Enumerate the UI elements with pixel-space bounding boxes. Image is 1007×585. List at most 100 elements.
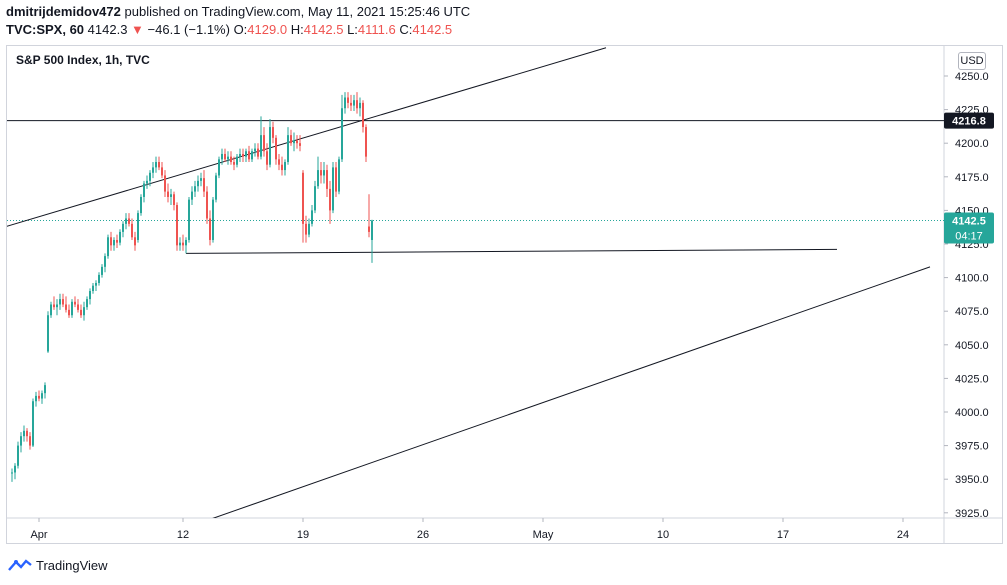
- candle-body: [218, 159, 220, 176]
- candle-body: [89, 291, 91, 300]
- y-tick-label: 4075.0: [955, 306, 989, 318]
- y-tick-label: 4175.0: [955, 172, 989, 184]
- candle-body: [308, 223, 310, 235]
- candle-body: [137, 213, 139, 240]
- brand-name: TradingView: [36, 558, 108, 573]
- candle-body: [44, 385, 46, 394]
- candle-body: [164, 175, 166, 192]
- candle-body: [197, 180, 199, 187]
- candle-body: [143, 183, 145, 197]
- high-label: H:: [290, 22, 304, 37]
- currency-button[interactable]: USD: [958, 52, 986, 70]
- candle-body: [347, 97, 349, 103]
- chart-panel: [6, 45, 1003, 544]
- candle-body: [23, 430, 25, 437]
- candle-body: [317, 170, 319, 187]
- candle-body: [170, 194, 172, 197]
- candle-body: [323, 170, 325, 176]
- candle-body: [110, 237, 112, 246]
- candle-body: [362, 102, 364, 128]
- candle-body: [248, 151, 250, 160]
- candle-body: [203, 178, 205, 192]
- y-tick-label: 3975.0: [955, 441, 989, 453]
- y-tick-label: 4100.0: [955, 273, 989, 285]
- candle-body: [281, 164, 283, 171]
- low-value: 4111.6: [357, 22, 396, 37]
- candle-body: [371, 220, 373, 240]
- author-name[interactable]: dmitrijdemidov472: [6, 4, 121, 19]
- candle-body: [182, 242, 184, 246]
- candle-body: [320, 170, 322, 176]
- candle-body: [20, 436, 22, 446]
- candle-body: [173, 194, 175, 206]
- open-value: 4129.0: [247, 22, 288, 37]
- candle-body: [221, 153, 223, 160]
- candle-body: [260, 135, 262, 157]
- candle-body: [290, 135, 292, 144]
- candle-body: [185, 239, 187, 246]
- candle-body: [68, 309, 70, 316]
- candle-body: [29, 436, 31, 446]
- candle-body: [53, 304, 55, 308]
- candle-body: [329, 188, 331, 211]
- trend-line-support: [185, 248, 838, 254]
- candle-body: [134, 237, 136, 246]
- candle-body: [146, 180, 148, 184]
- change-value: −46.1 (−1.1%): [147, 22, 230, 37]
- candle-body: [38, 395, 40, 399]
- candle-body: [344, 97, 346, 109]
- candle-body: [107, 237, 109, 257]
- candle-body: [119, 231, 121, 243]
- close-value: 4142.5: [412, 22, 453, 37]
- y-tick-label: 4050.0: [955, 340, 989, 352]
- candle-body: [215, 175, 217, 200]
- open-label: O:: [233, 22, 248, 37]
- candle-body: [293, 140, 295, 144]
- candle-body: [332, 167, 334, 211]
- candle-body: [254, 148, 256, 152]
- candle-body: [95, 282, 97, 286]
- candle-body: [65, 304, 67, 310]
- candle-body: [278, 159, 280, 165]
- candle-body: [41, 393, 43, 399]
- x-tick-label: 24: [897, 529, 909, 541]
- candle-body: [26, 430, 28, 437]
- candle-body: [128, 218, 130, 224]
- candle-body: [338, 159, 340, 192]
- candle-body: [116, 239, 118, 243]
- footer-brand[interactable]: TradingView: [8, 558, 108, 573]
- candle-body: [131, 223, 133, 238]
- x-tick-label: May: [533, 529, 554, 541]
- candle-body: [32, 401, 34, 446]
- candle-body: [335, 167, 337, 192]
- candle-body: [242, 153, 244, 157]
- candle-body: [314, 186, 316, 211]
- candle-body: [206, 191, 208, 219]
- candle-body: [341, 108, 343, 160]
- candle-body: [209, 218, 211, 240]
- low-label: L:: [347, 22, 358, 37]
- candle-body: [98, 274, 100, 283]
- candle-body: [56, 304, 58, 308]
- candle-body: [17, 445, 19, 466]
- candle-body: [299, 143, 301, 146]
- candle-body: [284, 162, 286, 171]
- x-tick-label: Apr: [30, 529, 47, 541]
- candle-body: [233, 162, 235, 165]
- candle-body: [200, 178, 202, 181]
- candle-body: [77, 304, 79, 310]
- candle-body: [74, 301, 76, 305]
- y-tick-label: 4000.0: [955, 407, 989, 419]
- candle-body: [140, 196, 142, 214]
- candle-body: [311, 210, 313, 224]
- candle-body: [167, 191, 169, 197]
- y-tick-label: 4025.0: [955, 373, 989, 385]
- candle-body: [263, 135, 265, 152]
- level-price-tag: [944, 112, 994, 129]
- x-tick-label: 19: [297, 529, 309, 541]
- candle-body: [35, 395, 37, 402]
- series-legend: S&P 500 Index, 1h, TVC: [16, 53, 150, 67]
- tradingview-logo-icon: [8, 558, 32, 571]
- candle-body: [101, 266, 103, 275]
